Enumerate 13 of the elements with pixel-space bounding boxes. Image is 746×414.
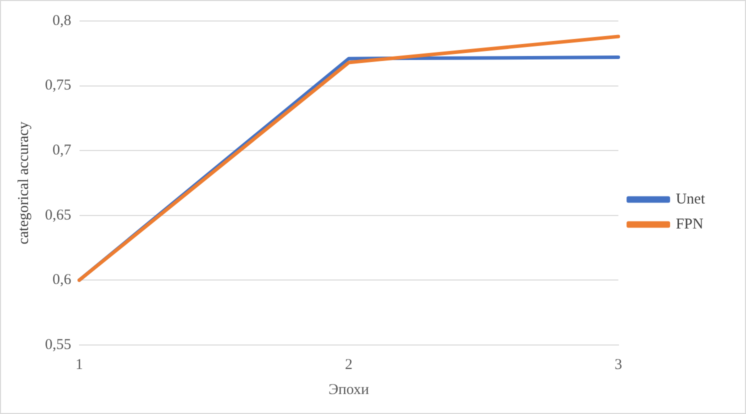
x-tick-label: 1: [76, 356, 83, 373]
x-axis-title: Эпохи: [328, 382, 370, 398]
y-tick-label: 0,6: [52, 272, 72, 288]
legend-label: FPN: [676, 216, 704, 232]
y-tick-label: 0,65: [45, 207, 72, 224]
y-axis-title: categorical accuracy: [16, 121, 32, 244]
x-tick-label: 3: [614, 356, 622, 373]
y-tick-label: 0,8: [52, 12, 72, 29]
y-tick-label: 0,75: [45, 78, 72, 94]
x-tick-label: 2: [345, 356, 353, 373]
y-tick-label: 0,55: [45, 336, 72, 353]
legend-label: Unet: [676, 191, 706, 208]
y-tick-label: 0,7: [52, 142, 72, 159]
